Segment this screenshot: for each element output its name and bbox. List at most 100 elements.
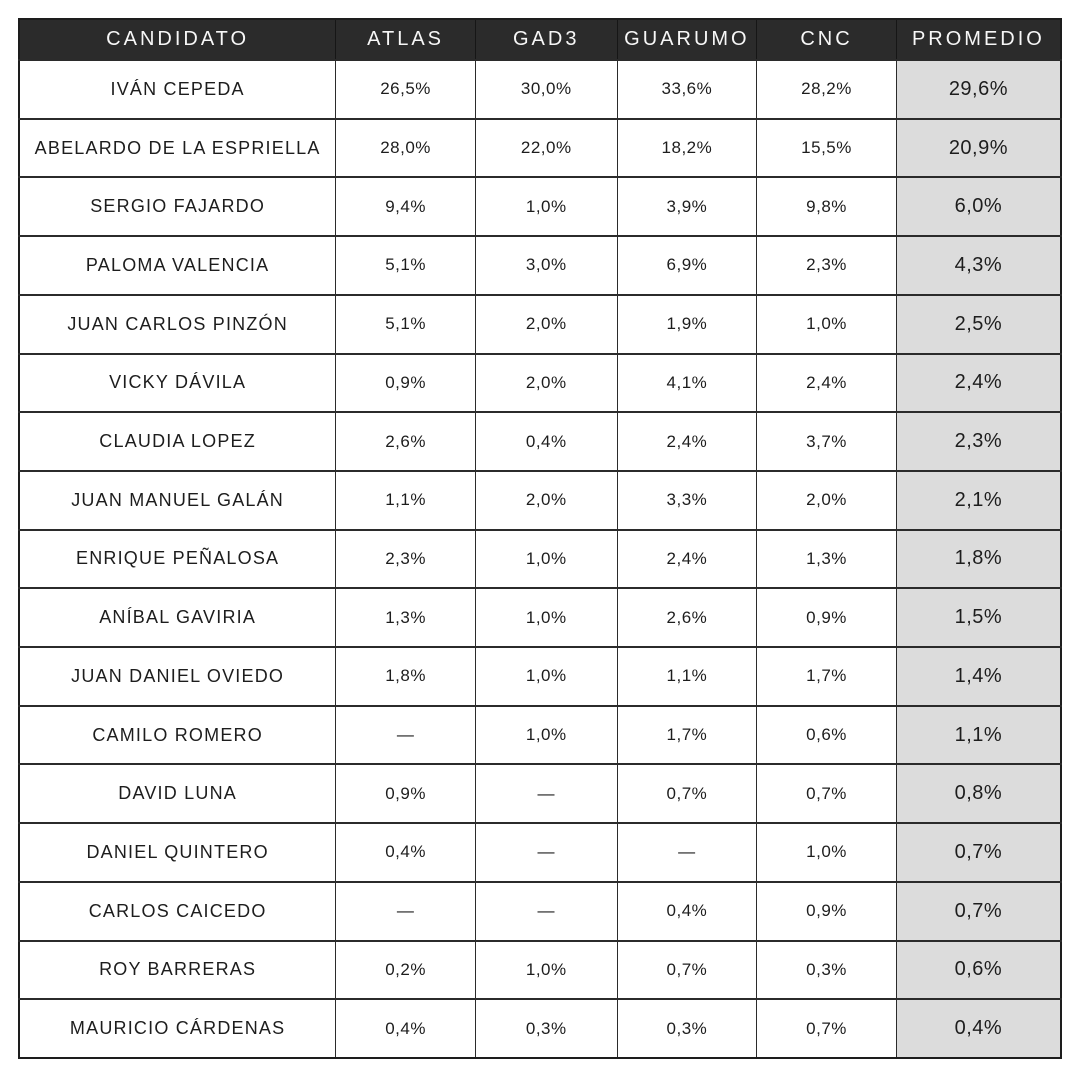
candidate-name: CLAUDIA LOPEZ [18,411,337,472]
table-row: CLAUDIA LOPEZ 2,6% 0,4% 2,4% 3,7% 2,3% [18,411,1062,472]
candidate-name: DAVID LUNA [18,763,337,824]
candidate-name: CARLOS CAICEDO [18,880,337,942]
atlas-value: 0,4% [335,998,476,1059]
table-row: PALOMA VALENCIA 5,1% 3,0% 6,9% 2,3% 4,3% [18,235,1062,296]
table-row: CAMILO ROMERO — 1,0% 1,7% 0,6% 1,1% [18,704,1062,765]
promedio-value: 0,6% [895,939,1062,1000]
cnc-value: 0,9% [756,587,897,648]
candidate-name: ENRIQUE PEÑALOSA [18,528,337,589]
column-header-promedio: PROMEDIO [895,18,1062,61]
cnc-value: 0,6% [756,704,897,765]
promedio-value: 1,5% [895,587,1062,648]
table-row: IVÁN CEPEDA 26,5% 30,0% 33,6% 28,2% 29,6… [18,59,1062,120]
cnc-value: 1,3% [756,528,897,589]
guarumo-value: 0,7% [616,939,758,1000]
table-row: ABELARDO DE LA ESPRIELLA 28,0% 22,0% 18,… [18,117,1062,178]
gad3-value: 0,3% [474,998,618,1059]
table-row: ANÍBAL GAVIRIA 1,3% 1,0% 2,6% 0,9% 1,5% [18,587,1062,648]
gad3-value: 1,0% [474,587,618,648]
promedio-value: 29,6% [895,59,1062,120]
column-header-candidato: CANDIDATO [18,18,337,61]
gad3-value: 2,0% [474,352,618,413]
gad3-value: 1,0% [474,704,618,765]
atlas-value: 26,5% [335,59,476,120]
gad3-value: 22,0% [474,117,618,178]
guarumo-value: 2,6% [616,587,758,648]
guarumo-value: 3,3% [616,469,758,531]
promedio-value: 2,1% [895,469,1062,531]
guarumo-value: 0,4% [616,880,758,942]
atlas-value: 0,9% [335,763,476,824]
gad3-value: 3,0% [474,235,618,296]
column-header-gad3: GAD3 [474,18,618,61]
cnc-value: 2,0% [756,469,897,531]
atlas-value: 0,2% [335,939,476,1000]
candidate-name: IVÁN CEPEDA [18,59,337,120]
promedio-value: 0,8% [895,763,1062,824]
atlas-value: 1,8% [335,646,476,707]
candidate-name: ABELARDO DE LA ESPRIELLA [18,117,337,178]
guarumo-value: 0,7% [616,763,758,824]
cnc-value: 0,3% [756,939,897,1000]
poll-table: CANDIDATO ATLAS GAD3 GUARUMO CNC PROMEDI… [18,18,1062,1059]
promedio-value: 0,4% [895,998,1062,1059]
candidate-name: JUAN MANUEL GALÁN [18,469,337,531]
cnc-value: 28,2% [756,59,897,120]
promedio-value: 20,9% [895,117,1062,178]
table-row: JUAN CARLOS PINZÓN 5,1% 2,0% 1,9% 1,0% 2… [18,293,1062,355]
cnc-value: 0,7% [756,998,897,1059]
poll-table-header: CANDIDATO ATLAS GAD3 GUARUMO CNC PROMEDI… [18,18,1062,61]
cnc-value: 9,8% [756,176,897,237]
column-header-atlas: ATLAS [335,18,476,61]
candidate-name: VICKY DÁVILA [18,352,337,413]
atlas-value: 0,4% [335,822,476,883]
promedio-value: 2,3% [895,411,1062,472]
promedio-value: 6,0% [895,176,1062,237]
table-row: VICKY DÁVILA 0,9% 2,0% 4,1% 2,4% 2,4% [18,352,1062,413]
cnc-value: 1,0% [756,822,897,883]
atlas-value: — [335,704,476,765]
guarumo-value: 18,2% [616,117,758,178]
promedio-value: 1,4% [895,646,1062,707]
poll-table-body: IVÁN CEPEDA 26,5% 30,0% 33,6% 28,2% 29,6… [18,59,1062,1059]
guarumo-value: 1,1% [616,646,758,707]
table-row: ENRIQUE PEÑALOSA 2,3% 1,0% 2,4% 1,3% 1,8… [18,528,1062,589]
promedio-value: 1,1% [895,704,1062,765]
guarumo-value: 4,1% [616,352,758,413]
candidate-name: ANÍBAL GAVIRIA [18,587,337,648]
guarumo-value: 33,6% [616,59,758,120]
gad3-value: — [474,822,618,883]
candidate-name: JUAN CARLOS PINZÓN [18,293,337,355]
table-row: ROY BARRERAS 0,2% 1,0% 0,7% 0,3% 0,6% [18,939,1062,1000]
guarumo-value: 6,9% [616,235,758,296]
table-row: DAVID LUNA 0,9% — 0,7% 0,7% 0,8% [18,763,1062,824]
promedio-value: 4,3% [895,235,1062,296]
cnc-value: 1,0% [756,293,897,355]
gad3-value: 0,4% [474,411,618,472]
column-header-guarumo: GUARUMO [616,18,758,61]
atlas-value: — [335,880,476,942]
gad3-value: 2,0% [474,469,618,531]
atlas-value: 2,6% [335,411,476,472]
cnc-value: 2,3% [756,235,897,296]
guarumo-value: 1,7% [616,704,758,765]
gad3-value: 1,0% [474,176,618,237]
gad3-value: — [474,880,618,942]
atlas-value: 5,1% [335,235,476,296]
header-row: CANDIDATO ATLAS GAD3 GUARUMO CNC PROMEDI… [18,18,1062,61]
atlas-value: 1,3% [335,587,476,648]
promedio-value: 1,8% [895,528,1062,589]
cnc-value: 15,5% [756,117,897,178]
cnc-value: 0,7% [756,763,897,824]
guarumo-value: — [616,822,758,883]
guarumo-value: 0,3% [616,998,758,1059]
cnc-value: 1,7% [756,646,897,707]
table-row: CARLOS CAICEDO — — 0,4% 0,9% 0,7% [18,880,1062,942]
candidate-name: MAURICIO CÁRDENAS [18,998,337,1059]
table-row: SERGIO FAJARDO 9,4% 1,0% 3,9% 9,8% 6,0% [18,176,1062,237]
gad3-value: 1,0% [474,646,618,707]
gad3-value: 30,0% [474,59,618,120]
cnc-value: 3,7% [756,411,897,472]
gad3-value: 1,0% [474,528,618,589]
